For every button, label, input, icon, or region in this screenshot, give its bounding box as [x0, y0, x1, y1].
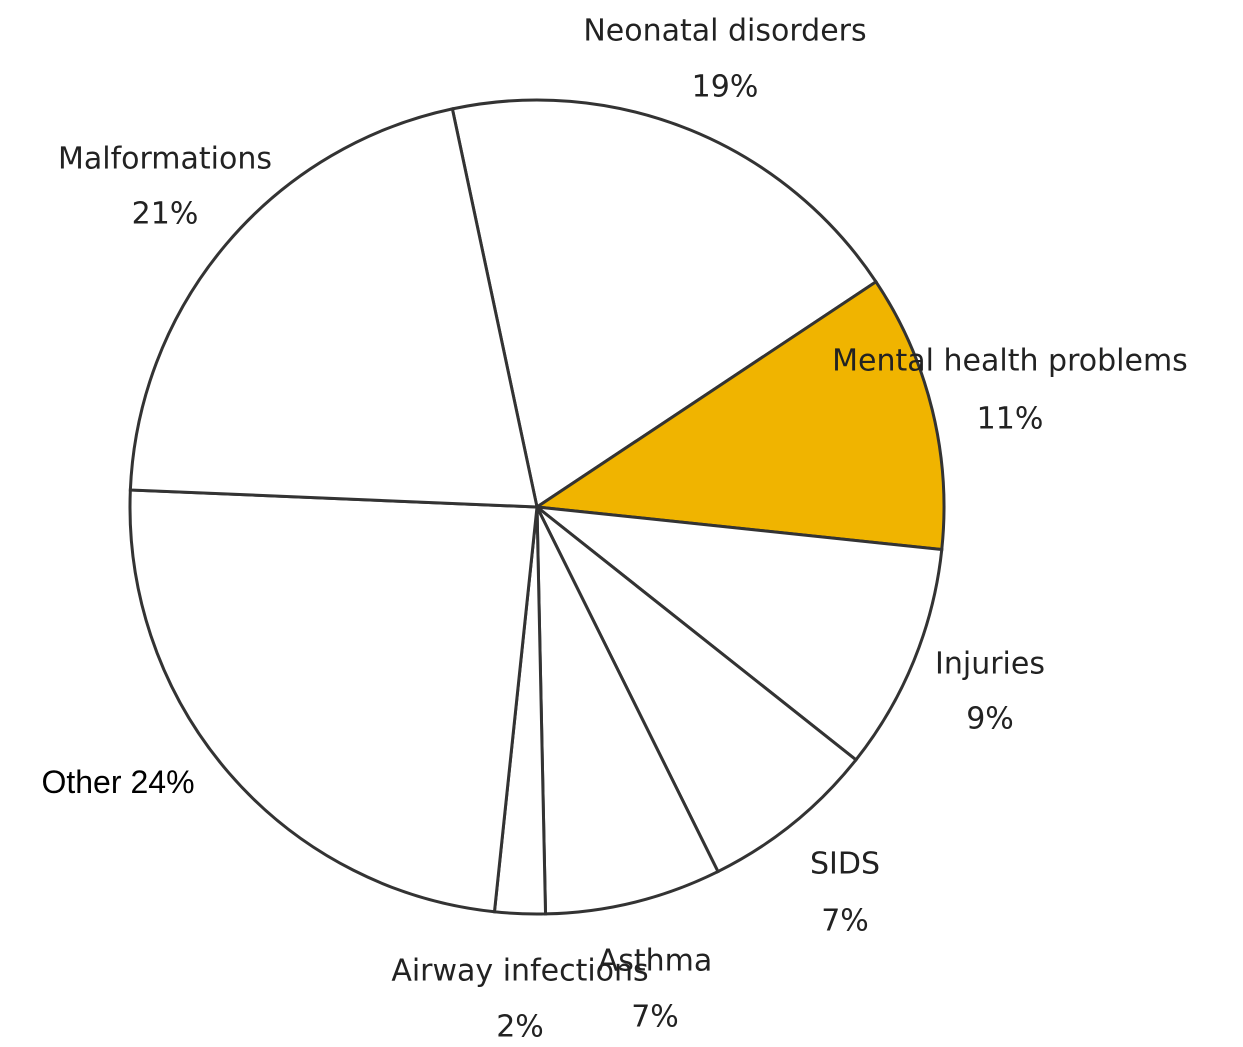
slice-label: Injuries — [935, 647, 1045, 682]
slice-label: Malformations — [58, 142, 272, 177]
slice-label: SIDS — [810, 847, 880, 882]
slice-label: Other 24% — [41, 764, 194, 800]
slice-value: 7% — [631, 1000, 679, 1035]
slice-label: Mental health problems — [832, 344, 1188, 379]
slice-value: 21% — [132, 197, 199, 232]
pie-slice — [535, 505, 859, 874]
slice-label: Neonatal disorders — [583, 14, 866, 49]
slice-label: Airway infections — [391, 954, 648, 989]
pie-slice — [532, 504, 944, 762]
pie-slice — [128, 107, 539, 509]
slice-value: 11% — [977, 402, 1044, 437]
slice-value: 7% — [821, 904, 869, 939]
pie-slice — [128, 488, 539, 914]
slice-value: 2% — [496, 1010, 544, 1045]
pie-slice — [532, 279, 946, 552]
slice-value: 9% — [966, 702, 1014, 737]
pie-slice — [535, 506, 720, 916]
slice-label: Asthma — [598, 944, 713, 979]
pie-slice — [450, 98, 879, 510]
slice-value: 19% — [692, 70, 759, 105]
slice-value: 24% — [130, 764, 194, 800]
slice-name: Other — [41, 764, 121, 800]
